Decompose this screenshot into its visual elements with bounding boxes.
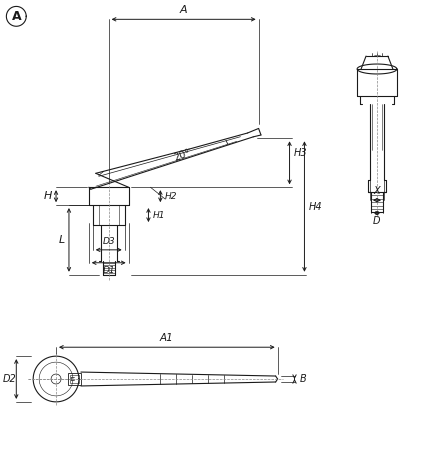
Text: H3: H3 <box>293 148 307 158</box>
Bar <box>70 375 79 383</box>
Text: L: L <box>59 235 65 245</box>
Text: D1: D1 <box>102 266 115 275</box>
Text: A: A <box>180 5 187 15</box>
Text: H1: H1 <box>153 211 165 220</box>
Text: A: A <box>11 10 21 23</box>
Text: D2: D2 <box>3 374 16 384</box>
Text: H2: H2 <box>164 192 177 201</box>
Text: X: X <box>374 186 380 196</box>
Text: H4: H4 <box>308 202 322 211</box>
Bar <box>68 373 81 385</box>
Text: 20°: 20° <box>172 148 192 163</box>
Text: H: H <box>44 191 52 201</box>
Text: A1: A1 <box>160 333 174 343</box>
Text: B: B <box>300 374 306 384</box>
Text: D3: D3 <box>102 237 115 246</box>
Text: D: D <box>373 216 381 226</box>
